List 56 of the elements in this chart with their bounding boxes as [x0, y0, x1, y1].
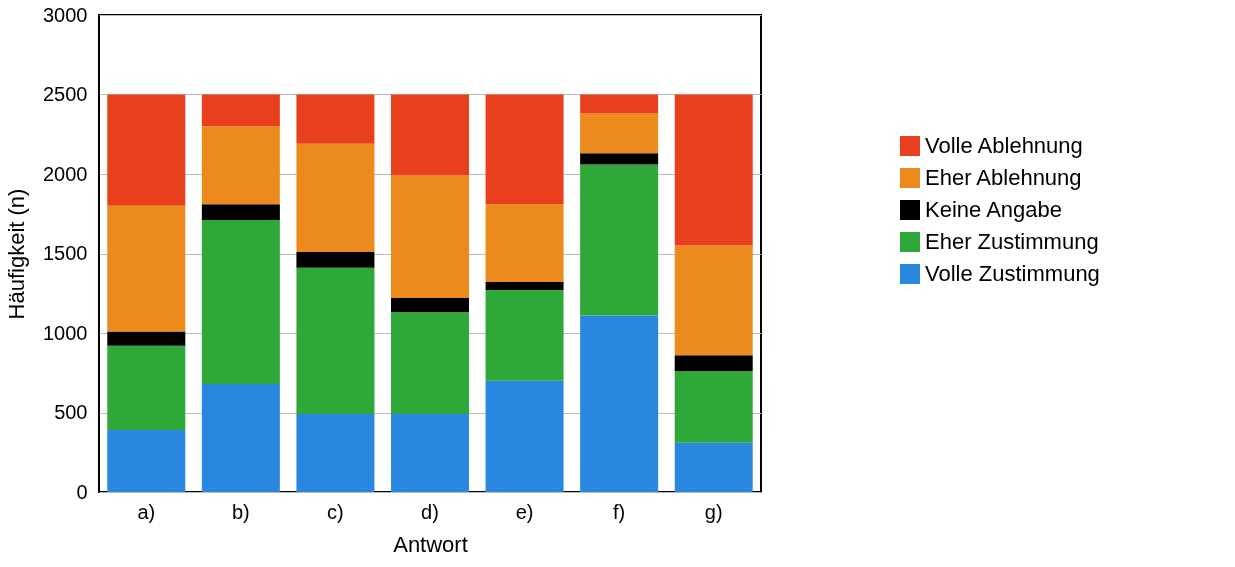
y-tick-label: 2500 — [43, 83, 88, 105]
legend-label: Eher Zustimmung — [925, 229, 1099, 254]
bar — [485, 94, 564, 205]
bar — [485, 204, 564, 283]
x-tick-label: a) — [137, 500, 156, 523]
bar — [296, 94, 375, 144]
bar — [391, 312, 469, 415]
bar — [201, 126, 280, 205]
bar — [107, 205, 186, 332]
bar — [674, 245, 753, 356]
y-axis-title: Häufigkeit (n) — [4, 188, 30, 320]
legend-label: Volle Zustimmung — [925, 261, 1100, 286]
y-tick-label: 0 — [76, 480, 88, 503]
bar — [485, 290, 564, 381]
bar — [674, 355, 753, 372]
bar — [391, 298, 469, 313]
bar — [674, 442, 753, 492]
x-tick-label: g) — [704, 500, 723, 523]
bar — [485, 380, 564, 492]
y-tick-label: 3000 — [43, 3, 88, 26]
x-tick-label: e) — [515, 500, 534, 523]
bar — [296, 267, 375, 415]
y-tick-label: 500 — [54, 401, 88, 423]
bar — [296, 251, 375, 268]
bar — [201, 94, 280, 127]
y-tick-label: 1000 — [43, 321, 88, 344]
y-tick-label: 2000 — [43, 162, 88, 185]
legend-label: Keine Angabe — [925, 197, 1063, 222]
y-tick-label: 1500 — [43, 242, 88, 264]
bar — [674, 371, 753, 443]
bar — [201, 220, 280, 384]
bar — [296, 143, 375, 252]
legend-label: Volle Ablehnung — [925, 133, 1083, 158]
bar — [580, 113, 659, 154]
bar — [201, 204, 280, 221]
x-tick-label: b) — [231, 500, 250, 523]
bar — [391, 414, 469, 492]
x-tick-label: f) — [613, 500, 626, 523]
legend-label: Eher Ablehnung — [925, 165, 1082, 190]
x-tick-label: c) — [327, 500, 344, 523]
bar — [391, 175, 469, 299]
bar — [580, 315, 659, 492]
bar — [107, 345, 186, 430]
bar — [296, 414, 375, 492]
x-axis-title: Antwort — [393, 531, 468, 557]
bar — [580, 94, 659, 114]
bar — [391, 94, 469, 176]
bar — [201, 383, 280, 492]
bar — [107, 331, 186, 346]
bar — [580, 164, 659, 316]
bar — [485, 282, 564, 291]
bar — [674, 94, 753, 246]
x-tick-label: d) — [421, 500, 439, 523]
bar — [107, 94, 186, 206]
bar — [107, 429, 186, 492]
bar — [580, 153, 659, 165]
